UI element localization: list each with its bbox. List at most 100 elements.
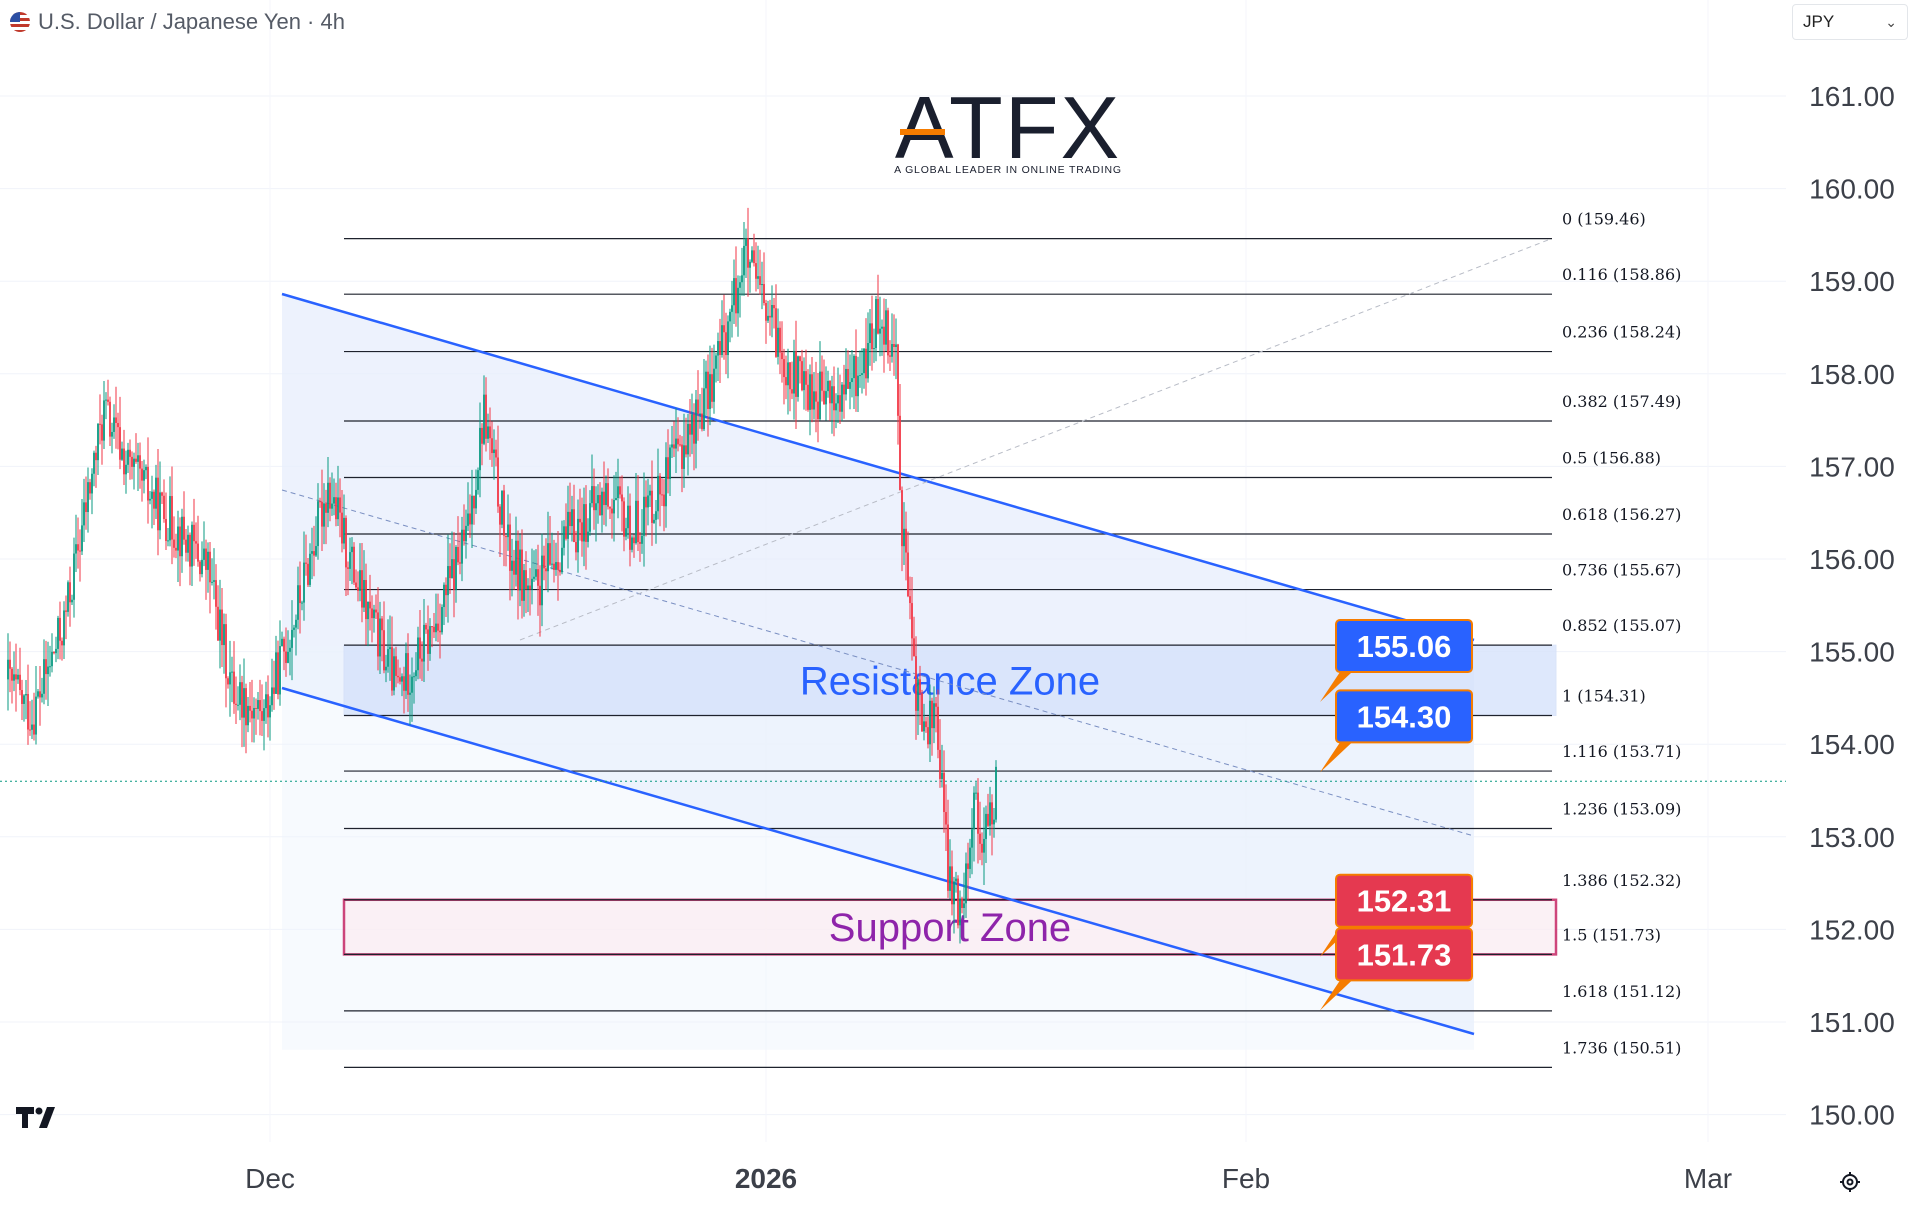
candle: [433, 613, 435, 638]
candle-body: [825, 391, 827, 405]
candle-body: [793, 351, 795, 394]
candle-body: [335, 497, 337, 520]
candle-body: [189, 534, 191, 567]
symbol-header[interactable]: U.S. Dollar / Japanese Yen · 4h: [10, 8, 345, 36]
candle-body: [627, 505, 629, 529]
candle: [327, 457, 329, 528]
x-axis[interactable]: Dec 2026 Feb Mar: [245, 1163, 1732, 1194]
candle-body: [677, 438, 679, 445]
candle: [249, 681, 251, 723]
candle-body: [493, 449, 495, 454]
candle: [585, 485, 587, 570]
candle: [231, 656, 233, 703]
x-tick-label: Mar: [1684, 1163, 1732, 1194]
currency-select[interactable]: JPY ⌄: [1792, 4, 1908, 40]
gear-icon[interactable]: [1838, 1170, 1862, 1194]
candle: [675, 408, 677, 473]
candle-body: [841, 384, 843, 412]
candle-body: [949, 866, 951, 891]
candle: [183, 491, 185, 545]
candle: [161, 491, 163, 504]
candle: [123, 429, 125, 486]
candle-body: [577, 518, 579, 553]
candle-body: [663, 494, 665, 507]
chevron-down-icon: ⌄: [1885, 13, 1897, 30]
candle: [309, 543, 311, 587]
candle: [575, 530, 577, 561]
candle-body: [531, 578, 533, 590]
candle: [449, 543, 451, 594]
y-axis[interactable]: 161.00 160.00 159.00 158.00 157.00 156.00 155.…: [1809, 81, 1895, 1131]
candle-body: [919, 679, 921, 694]
candle: [259, 679, 261, 736]
candle-body: [63, 610, 65, 646]
candle-body: [393, 656, 395, 691]
fib-label: 0.116 (158.86): [1562, 265, 1681, 284]
candle-body: [981, 843, 983, 853]
candle: [757, 245, 759, 290]
candle-body: [807, 384, 809, 410]
candle-body: [177, 526, 179, 551]
candle: [127, 442, 129, 473]
candle: [867, 312, 869, 383]
candle: [199, 560, 201, 582]
candle: [253, 697, 255, 743]
candle: [465, 509, 467, 559]
candle: [573, 484, 575, 543]
candle: [385, 654, 387, 683]
candle: [777, 308, 779, 365]
candle: [879, 296, 881, 357]
candle-body: [985, 813, 987, 839]
candle-body: [683, 445, 685, 469]
candle-body: [891, 344, 893, 357]
candle-body: [937, 706, 939, 750]
candle-body: [561, 547, 563, 573]
candle-body: [765, 303, 767, 321]
candle-body: [963, 903, 965, 909]
candle-body: [499, 506, 501, 525]
candle-body: [933, 703, 935, 729]
candle: [499, 504, 501, 558]
candle-body: [299, 585, 301, 604]
candle: [101, 414, 103, 465]
candle: [347, 561, 349, 596]
candle-body: [355, 582, 357, 588]
candle-body: [165, 518, 167, 541]
candle: [807, 369, 809, 412]
candle: [451, 531, 453, 579]
candle: [913, 616, 915, 657]
candle-body: [305, 562, 307, 564]
candle: [179, 517, 181, 587]
candle: [9, 641, 11, 693]
candle: [939, 719, 941, 788]
candle-body: [205, 548, 207, 570]
candle: [783, 348, 785, 405]
candle: [257, 691, 259, 720]
candle-body: [467, 513, 469, 526]
candle-body: [921, 693, 923, 732]
candle-body: [257, 700, 259, 709]
candle-body: [477, 470, 479, 490]
candle: [619, 476, 621, 499]
candle-body: [867, 343, 869, 379]
candle-body: [191, 524, 193, 567]
candle: [517, 530, 519, 620]
candle: [667, 429, 669, 494]
candle: [881, 319, 883, 356]
candle-body: [405, 653, 407, 691]
candle: [895, 318, 897, 380]
candle-body: [359, 570, 361, 591]
price-label-text: 154.30: [1357, 699, 1452, 734]
candle-body: [271, 687, 273, 706]
candle: [181, 508, 183, 573]
candle: [125, 450, 127, 494]
candle: [851, 349, 853, 398]
tradingview-logo-icon[interactable]: [14, 1104, 62, 1130]
candle: [771, 285, 773, 338]
candle-body: [979, 833, 981, 844]
candle-body: [183, 516, 185, 540]
candle-body: [279, 646, 281, 695]
candle-body: [383, 630, 385, 671]
candle-body: [709, 374, 711, 409]
